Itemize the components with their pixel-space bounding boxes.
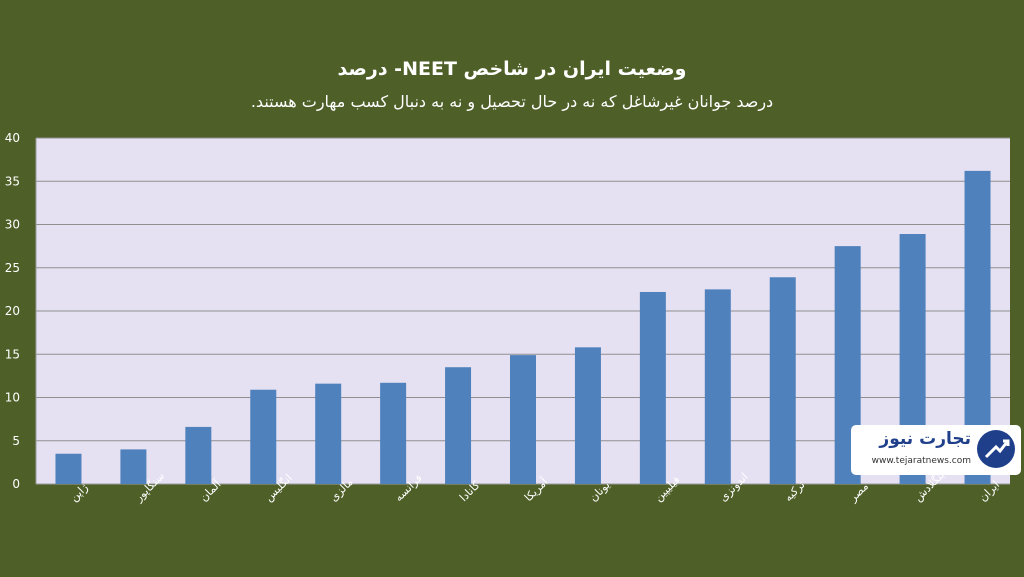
bar (639, 291, 666, 484)
y-tick-label: 0 (12, 477, 20, 491)
y-axis: 0 5 10 15 20 25 30 35 40 (5, 131, 20, 491)
y-tick-label: 10 (5, 391, 20, 405)
bar (769, 277, 796, 484)
tejaratnews-logo-icon (977, 430, 1015, 468)
chart-title: وضعیت ایران در شاخص NEET- درصد (337, 58, 687, 80)
bar (510, 355, 536, 484)
bars (55, 170, 991, 484)
bar (704, 289, 731, 484)
bar (250, 389, 277, 484)
bar (185, 426, 212, 484)
bar (574, 347, 601, 484)
bar (315, 383, 342, 484)
bar (445, 367, 472, 484)
watermark-logo: تجارت نیوز www.tejaratnews.com (851, 425, 1021, 475)
bar (120, 449, 147, 484)
y-tick-label: 15 (5, 347, 20, 361)
y-tick-label: 40 (5, 131, 20, 145)
y-tick-label: 35 (5, 174, 20, 188)
y-tick-label: 30 (5, 218, 20, 232)
chart-subtitle: درصد جوانان غیرشاغل که نه در حال تحصیل و… (250, 92, 774, 111)
y-tick-label: 5 (12, 434, 20, 448)
y-tick-label: 20 (5, 304, 20, 318)
watermark-url: www.tejaratnews.com (871, 456, 971, 466)
bar (55, 453, 82, 484)
y-tick-label: 25 (5, 261, 20, 275)
watermark-name: تجارت نیوز (879, 429, 971, 449)
bar (380, 382, 407, 484)
